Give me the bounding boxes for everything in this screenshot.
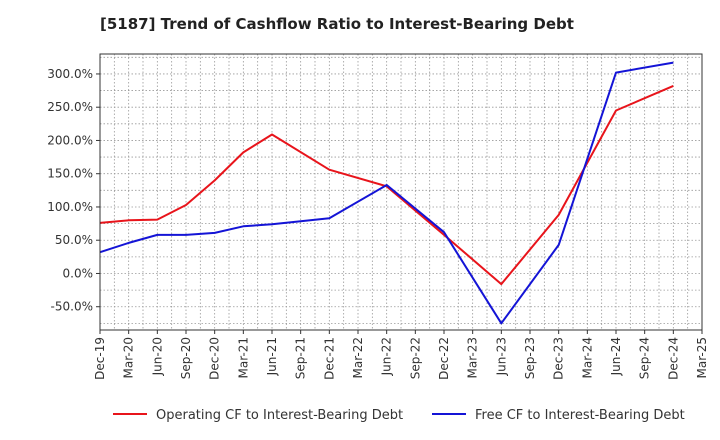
x-tick-label: Mar-24 (580, 337, 594, 378)
x-tick-label: Sep-24 (638, 337, 652, 379)
x-tick-label: Sep-22 (408, 337, 422, 379)
legend-label: Free CF to Interest-Bearing Debt (475, 408, 685, 423)
y-tick-label: 250.0% (47, 100, 93, 114)
x-tick-label: Dec-22 (437, 337, 451, 380)
axis-layer: -50.0% 0.0% 50.0% 100.0% 150.0% 200.0% 250.0% 3… (47, 67, 709, 380)
x-tick-label: Jun-20 (150, 337, 164, 376)
x-tick-label: Jun-21 (265, 337, 279, 376)
x-tick-label: Jun-22 (380, 337, 394, 376)
series-line-2 (99, 61, 674, 325)
x-tick-label: Mar-23 (466, 337, 480, 378)
y-tick-label: 300.0% (47, 67, 93, 81)
series-line-1 (99, 84, 674, 286)
x-tick-label: Mar-20 (122, 337, 136, 378)
plot-frame (99, 53, 703, 331)
x-tick-label: Sep-20 (179, 337, 193, 379)
x-tick-label: Dec-19 (93, 337, 107, 380)
grid-layer (99, 54, 703, 330)
y-tick-label: 100.0% (47, 200, 93, 214)
x-tick-label: Dec-23 (552, 337, 566, 380)
legend-label: Operating CF to Interest-Bearing Debt (156, 408, 403, 423)
x-tick-label: Dec-24 (666, 337, 680, 380)
y-tick-label: 200.0% (47, 133, 93, 147)
series-layer (99, 61, 674, 325)
y-tick-label: 150.0% (47, 167, 93, 181)
y-tick-label: 50.0% (55, 233, 93, 247)
x-tick-label: Dec-21 (322, 337, 336, 380)
x-tick-label: Sep-23 (523, 337, 537, 379)
x-tick-label: Mar-25 (695, 337, 709, 378)
y-tick-label: -50.0% (51, 300, 93, 314)
x-tick-label: Dec-20 (208, 337, 222, 380)
y-tick-label: 0.0% (63, 266, 94, 280)
x-tick-label: Jun-23 (494, 337, 508, 376)
x-tick-label: Mar-22 (351, 337, 365, 378)
x-tick-label: Mar-21 (236, 337, 250, 378)
x-tick-label: Sep-21 (294, 337, 308, 379)
legend-layer: Operating CF to Interest-Bearing Debt Fre… (113, 408, 685, 423)
chart-title: [5187] Trend of Cashflow Ratio to Intere… (100, 15, 574, 33)
x-tick-label: Jun-24 (609, 337, 623, 376)
